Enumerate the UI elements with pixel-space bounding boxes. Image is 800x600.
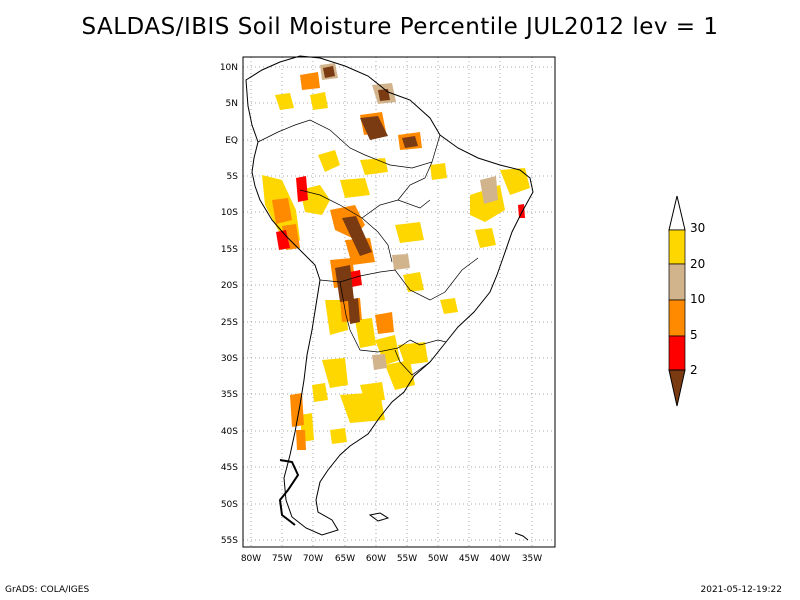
country-border <box>397 161 433 201</box>
moisture-patch <box>300 185 330 215</box>
lon-label: 35W <box>522 554 542 564</box>
colorbar-label: 20 <box>690 257 705 271</box>
lat-label: 20S <box>221 281 238 291</box>
continent-outline <box>245 55 534 536</box>
moisture-patch <box>323 66 335 78</box>
moisture-patch <box>300 72 320 90</box>
moisture-patch <box>403 272 424 292</box>
colorbar-segment <box>668 263 686 301</box>
timestamp: 2021-05-12-19:22 <box>700 585 783 595</box>
lon-label: 65W <box>335 554 355 564</box>
lat-label: 45S <box>221 463 238 473</box>
colorbar-segment <box>668 335 686 371</box>
lat-label: 25S <box>221 318 238 328</box>
moisture-patch <box>360 158 388 175</box>
moisture-patch <box>518 204 525 218</box>
moisture-patch <box>385 360 415 390</box>
lat-label: 15S <box>221 245 238 255</box>
lon-label: 70W <box>303 554 323 564</box>
lon-label: 45W <box>459 554 479 564</box>
falkland-islands <box>368 512 390 522</box>
lat-label: 30S <box>221 354 238 364</box>
moisture-patch <box>296 430 306 450</box>
country-border <box>364 134 441 169</box>
lon-label: 40W <box>490 554 510 564</box>
moisture-patch <box>480 176 498 204</box>
moisture-patch <box>500 168 530 195</box>
moisture-patch <box>340 178 370 198</box>
moisture-patch <box>348 298 360 324</box>
lon-label: 80W <box>241 554 261 564</box>
colorbar-segment <box>668 299 686 337</box>
lon-label: 55W <box>397 554 417 564</box>
moisture-patch <box>360 116 388 140</box>
moisture-patch <box>318 150 340 172</box>
latitude-labels: 10N 5N EQ 5S 10S 15S 20S 25S 30S 35S 40S 45S 50S 55S <box>220 63 238 546</box>
colorbar-arrow-top <box>668 195 686 231</box>
country-border <box>319 257 479 301</box>
moisture-patch <box>440 298 458 314</box>
country-border <box>409 339 447 346</box>
lat-label: 10S <box>221 208 238 218</box>
moisture-patch <box>355 318 376 348</box>
map-title: SALDAS/IBIS Soil Moisture Percentile JUL… <box>81 14 719 40</box>
soil-moisture-patches <box>262 63 530 450</box>
south-georgia <box>514 532 529 541</box>
colorbar-label: 10 <box>690 292 705 306</box>
moisture-patch <box>375 312 394 334</box>
map-frame <box>242 56 556 548</box>
colorbar-arrow-bottom <box>668 369 686 407</box>
colorbar-label: 30 <box>690 221 705 235</box>
chilean-fjords <box>278 459 300 526</box>
lat-label: 40S <box>221 427 238 437</box>
country-border <box>361 199 431 219</box>
moisture-patch <box>475 228 496 248</box>
colorbar: 2 5 10 20 30 <box>668 195 705 407</box>
coastline-and-borders <box>245 55 534 541</box>
graticule <box>243 57 555 547</box>
colorbar-segment <box>668 229 686 265</box>
moisture-patch <box>360 382 385 402</box>
lon-label: 60W <box>366 554 386 564</box>
country-border <box>339 281 411 353</box>
lon-label: 75W <box>272 554 292 564</box>
grads-credit: GrADS: COLA/IGES <box>5 585 90 595</box>
colorbar-label: 5 <box>690 328 698 342</box>
moisture-patch <box>322 358 348 388</box>
lon-label: 50W <box>428 554 448 564</box>
moisture-patch <box>398 342 428 365</box>
lat-label: 10N <box>220 63 238 73</box>
moisture-patch <box>272 198 292 224</box>
moisture-patch <box>296 176 308 202</box>
lat-label: 5N <box>226 99 238 109</box>
moisture-patch <box>372 354 387 370</box>
moisture-patch <box>312 383 328 402</box>
lat-label: 35S <box>221 390 238 400</box>
lat-label: EQ <box>225 136 238 146</box>
colorbar-label: 2 <box>690 363 698 377</box>
lat-label: 50S <box>221 500 238 510</box>
longitude-labels: 80W 75W 70W 65W 60W 55W 50W 45W 40W 35W <box>241 554 542 564</box>
country-border <box>394 349 431 376</box>
moisture-patch <box>335 265 354 302</box>
moisture-patch <box>275 93 294 110</box>
country-border <box>257 119 366 156</box>
moisture-patch <box>310 92 328 110</box>
moisture-patch <box>392 254 410 270</box>
moisture-patch <box>276 230 290 250</box>
lat-label: 5S <box>227 172 239 182</box>
moisture-patch <box>395 222 424 243</box>
moisture-patch <box>350 270 362 287</box>
moisture-patch <box>430 163 447 180</box>
lat-label: 55S <box>221 536 238 546</box>
moisture-patch <box>402 136 418 148</box>
moisture-patch <box>330 428 347 444</box>
moisture-patch <box>378 89 390 101</box>
moisture-patch <box>342 216 372 256</box>
